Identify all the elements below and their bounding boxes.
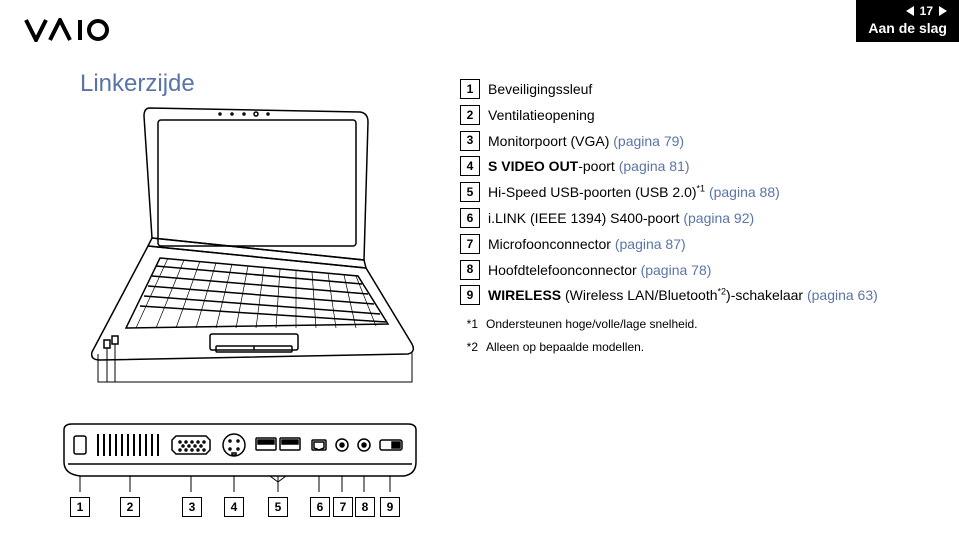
page-link[interactable]: (pagina 87) <box>615 236 686 252</box>
port-label: 5 <box>268 497 288 517</box>
port-label: 8 <box>355 497 375 517</box>
footnote-mark: *1 <box>460 314 478 334</box>
item-number: 1 <box>460 79 480 99</box>
list-item: 4 S VIDEO OUT-poort (pagina 81) <box>460 155 878 179</box>
item-number: 8 <box>460 260 480 280</box>
item-text: Hi-Speed USB-poorten (USB 2.0)*1 (pagina… <box>488 181 780 205</box>
page-link[interactable]: (pagina 88) <box>705 184 780 200</box>
item-text: S VIDEO OUT-poort (pagina 81) <box>488 155 690 179</box>
item-number: 5 <box>460 182 480 202</box>
vaio-logo <box>24 18 134 42</box>
page-link[interactable]: (pagina 92) <box>683 210 754 226</box>
port-label: 6 <box>310 497 330 517</box>
item-number: 4 <box>460 156 480 176</box>
item-text: Microfoonconnector (pagina 87) <box>488 233 686 257</box>
page-link[interactable]: (pagina 79) <box>613 133 684 149</box>
section-title: Linkerzijde <box>80 70 195 98</box>
nav-next-icon[interactable] <box>939 6 947 16</box>
list-item: 2 Ventilatieopening <box>460 104 878 128</box>
item-number: 9 <box>460 285 480 305</box>
port-list: 1Beveiligingssleuf 2Ventilatieopening 3M… <box>460 78 878 359</box>
page-number: 17 <box>920 4 933 18</box>
item-text: Monitorpoort (VGA) (pagina 79) <box>488 130 684 154</box>
page-link[interactable]: (pagina 63) <box>807 287 878 303</box>
item-number: 2 <box>460 105 480 125</box>
port-label: 9 <box>380 497 400 517</box>
page-header: 17 Aan de slag <box>856 0 959 42</box>
header-subtitle: Aan de slag <box>868 20 947 36</box>
footnote-text: Ondersteunen hoge/volle/lage snelheid. <box>486 314 698 334</box>
port-label: 1 <box>70 497 90 517</box>
footnotes: *1 Ondersteunen hoge/volle/lage snelheid.… <box>460 314 878 357</box>
footnote-mark: *2 <box>460 337 478 357</box>
list-item: 6 i.LINK (IEEE 1394) S400-poort (pagina 9… <box>460 207 878 231</box>
list-item: 5 Hi-Speed USB-poorten (USB 2.0)*1 (pagin… <box>460 181 878 205</box>
page-link[interactable]: (pagina 81) <box>619 158 690 174</box>
item-number: 3 <box>460 131 480 151</box>
port-label: 2 <box>120 497 140 517</box>
list-item: 7 Microfoonconnector (pagina 87) <box>460 233 878 257</box>
item-text: WIRELESS (Wireless LAN/Bluetooth*2)-scha… <box>488 284 878 308</box>
port-label: 7 <box>333 497 353 517</box>
page-link[interactable]: (pagina 78) <box>641 262 712 278</box>
list-item: 9 WIRELESS (Wireless LAN/Bluetooth*2)-sch… <box>460 284 878 308</box>
item-number: 7 <box>460 234 480 254</box>
item-text: Hoofdtelefoonconnector (pagina 78) <box>488 259 711 283</box>
port-label: 3 <box>182 497 202 517</box>
list-item: 3 Monitorpoort (VGA) (pagina 79) <box>460 130 878 154</box>
footnote-text: Alleen op bepaalde modellen. <box>486 337 644 357</box>
laptop-illustration <box>60 100 430 405</box>
port-label: 4 <box>224 497 244 517</box>
list-item: 8 Hoofdtelefoonconnector (pagina 78) <box>460 259 878 283</box>
item-text: i.LINK (IEEE 1394) S400-poort (pagina 92… <box>488 207 754 231</box>
item-text: Ventilatieopening <box>488 104 595 128</box>
nav-prev-icon[interactable] <box>906 6 914 16</box>
item-text: Beveiligingssleuf <box>488 78 592 102</box>
item-number: 6 <box>460 208 480 228</box>
list-item: 1 Beveiligingssleuf <box>460 78 878 102</box>
page-nav: 17 <box>868 4 947 18</box>
